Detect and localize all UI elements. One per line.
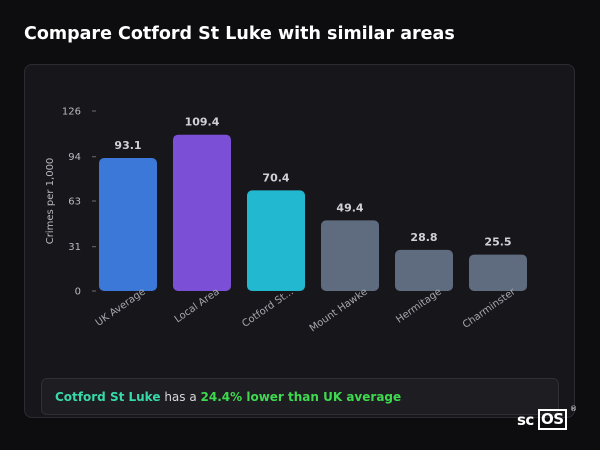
y-tick-label: 94: [68, 152, 81, 163]
summary-middle-text: has a: [164, 390, 197, 404]
x-tick-label: UK Average: [94, 286, 148, 328]
y-tick-label: 63: [68, 197, 81, 208]
bar-value-label: 93.1: [114, 139, 141, 152]
bar: [321, 220, 379, 291]
logo-text-os: OS: [538, 409, 567, 430]
y-tick-label: 31: [68, 242, 81, 253]
bar-chart: Crimes per 1,000 0 31 63 94 126 93.1 UK Average…: [45, 107, 527, 334]
bar: [395, 249, 453, 291]
y-axis-label: Crimes per 1,000: [45, 158, 56, 245]
bar-value-label: 70.4: [262, 171, 289, 184]
summary-box: Cotford St Luke has a 24.4% lower than U…: [41, 378, 559, 415]
page-title: Compare Cotford St Luke with similar are…: [24, 24, 455, 44]
scos-logo[interactable]: sc OS ®: [517, 405, 577, 431]
x-tick-label: Charminster: [461, 286, 519, 331]
x-tick-label: Hermitage: [394, 286, 443, 325]
y-tick-label: 0: [75, 287, 81, 298]
bar: [247, 190, 305, 291]
bar-value-label: 49.4: [336, 201, 363, 214]
logo-text-sc: sc: [517, 411, 534, 429]
chart-card: Crimes per 1,000 0 31 63 94 126 93.1 UK Average…: [24, 64, 575, 418]
summary-area-name: Cotford St Luke: [55, 390, 161, 404]
summary-comparison: 24.4% lower than UK average: [200, 390, 402, 404]
logo-registered-mark: ®: [570, 405, 577, 413]
bar-value-label: 25.5: [484, 236, 511, 249]
bar: [99, 158, 157, 291]
bar: [173, 134, 231, 291]
bar: [469, 254, 527, 291]
bar-value-label: 28.8: [410, 231, 437, 244]
x-tick-label: Cotford St...: [240, 286, 295, 329]
x-tick-label: Local Area: [173, 286, 222, 325]
bar-value-label: 109.4: [185, 116, 220, 129]
x-tick-label: Mount Hawke: [308, 286, 370, 334]
y-tick-label: 126: [62, 107, 81, 118]
